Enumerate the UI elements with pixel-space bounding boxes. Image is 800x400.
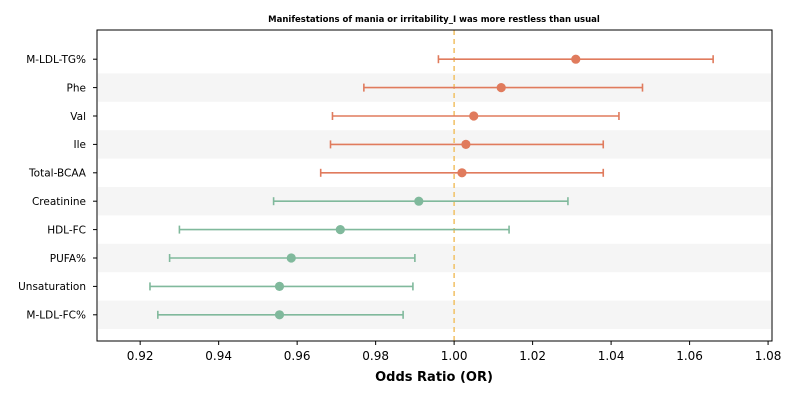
or-point (469, 111, 479, 121)
forest-row: Val (70, 111, 620, 123)
x-tick-label: 0.96 (284, 349, 311, 363)
or-point (461, 139, 471, 149)
chart-title: Manifestations of mania or irritability_… (268, 15, 600, 25)
forest-row: Creatinine (32, 196, 569, 208)
forest-row: M-LDL-FC% (26, 310, 404, 322)
x-axis: 0.92 0.94 0.96 0.98 1.00 1.02 1.04 1.06 1.08 (127, 341, 782, 363)
x-tick-label: 0.98 (362, 349, 389, 363)
or-point (571, 54, 581, 64)
or-point (414, 196, 424, 206)
forest-row: Ile (74, 139, 605, 151)
or-point (274, 281, 285, 291)
forest-row: Phe (67, 82, 644, 94)
or-point (274, 310, 285, 320)
forest-rows: M-LDL-TG% Phe Val Ile Total-BCAA Creatinine HD… (18, 54, 714, 322)
y-tick-label: M-LDL-FC% (26, 310, 86, 322)
x-tick-label: 0.92 (127, 349, 154, 363)
y-tick-label: M-LDL-TG% (26, 54, 86, 66)
forest-row: M-LDL-TG% (26, 54, 714, 66)
x-tick-label: 0.94 (205, 349, 232, 363)
x-tick-label: 1.02 (519, 349, 546, 363)
y-tick-label: Creatinine (32, 196, 86, 208)
forest-row: Unsaturation (18, 281, 414, 293)
or-point (286, 253, 296, 263)
x-tick-label: 1.00 (441, 349, 468, 363)
y-tick-label: Total-BCAA (28, 168, 87, 180)
x-axis-label: Odds Ratio (OR) (375, 370, 493, 385)
y-tick-label: PUFA% (50, 253, 86, 265)
plot-frame (96, 29, 773, 342)
forest-row: PUFA% (50, 253, 416, 265)
y-tick-label: Unsaturation (18, 281, 86, 293)
x-tick-label: 1.06 (676, 349, 703, 363)
x-tick-label: 1.08 (755, 349, 782, 363)
or-point (335, 225, 345, 235)
y-tick-label: HDL-FC (47, 224, 86, 236)
or-point (496, 83, 506, 93)
x-tick-label: 1.04 (598, 349, 625, 363)
y-tick-label: Val (70, 111, 86, 123)
or-point (457, 168, 467, 178)
y-tick-label: Phe (67, 82, 86, 94)
forest-row: HDL-FC (47, 224, 510, 236)
forest-row: Total-BCAA (28, 168, 605, 180)
y-tick-label: Ile (74, 139, 86, 151)
